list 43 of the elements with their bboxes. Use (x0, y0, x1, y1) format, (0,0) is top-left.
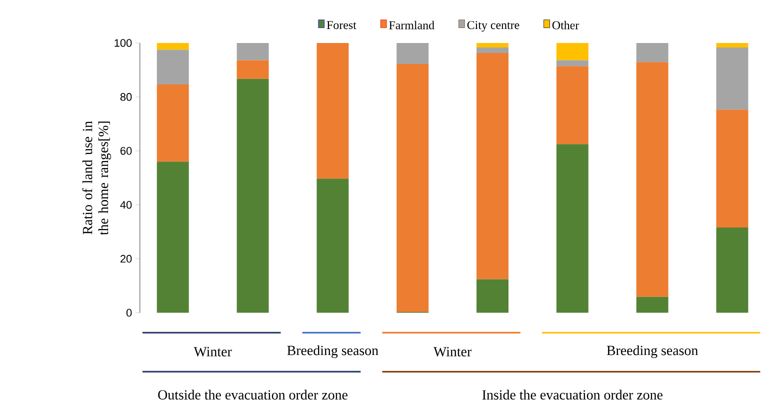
y-axis-title: Ratio of land use in the home ranges[%] (82, 121, 112, 236)
bar (476, 43, 508, 48)
bar (476, 48, 508, 54)
legend-label: Other (552, 21, 580, 30)
bar (156, 50, 189, 85)
bar (316, 43, 349, 179)
bar (556, 60, 588, 66)
text: Breeding season (606, 346, 698, 358)
bar (396, 64, 429, 312)
legend-label: Forest (326, 21, 356, 30)
text: Outside the evacuation order zone (158, 390, 348, 400)
bar (316, 178, 349, 313)
legend-label: Farmland (389, 21, 434, 30)
bar (636, 62, 668, 297)
y-tick-label: 100 (114, 39, 132, 47)
y-tick-label: 20 (120, 255, 132, 263)
bar (236, 79, 269, 313)
bar (476, 279, 508, 313)
bar (476, 53, 508, 280)
bar (716, 110, 748, 228)
legend-label: City centre (467, 21, 520, 32)
bar (556, 66, 588, 144)
text: Winter (194, 347, 232, 357)
text: Breeding season (287, 346, 378, 358)
bar (636, 296, 668, 313)
bar (236, 60, 269, 79)
text: Winter (433, 347, 472, 357)
bar (716, 48, 748, 110)
y-tick-label: 40 (120, 201, 132, 209)
bar (636, 43, 668, 62)
bar (156, 43, 189, 50)
y-tick-label: 60 (120, 147, 132, 155)
y-tick-label: 0 (126, 309, 132, 317)
bar (556, 43, 588, 60)
bar (716, 43, 748, 48)
bar (156, 84, 189, 162)
bar (156, 162, 189, 313)
bar (236, 43, 269, 60)
y-tick-label: 80 (120, 93, 132, 101)
text: Inside the evacuation order zone (482, 390, 662, 400)
bar (556, 144, 588, 313)
bar (716, 228, 748, 313)
bar (396, 43, 429, 64)
